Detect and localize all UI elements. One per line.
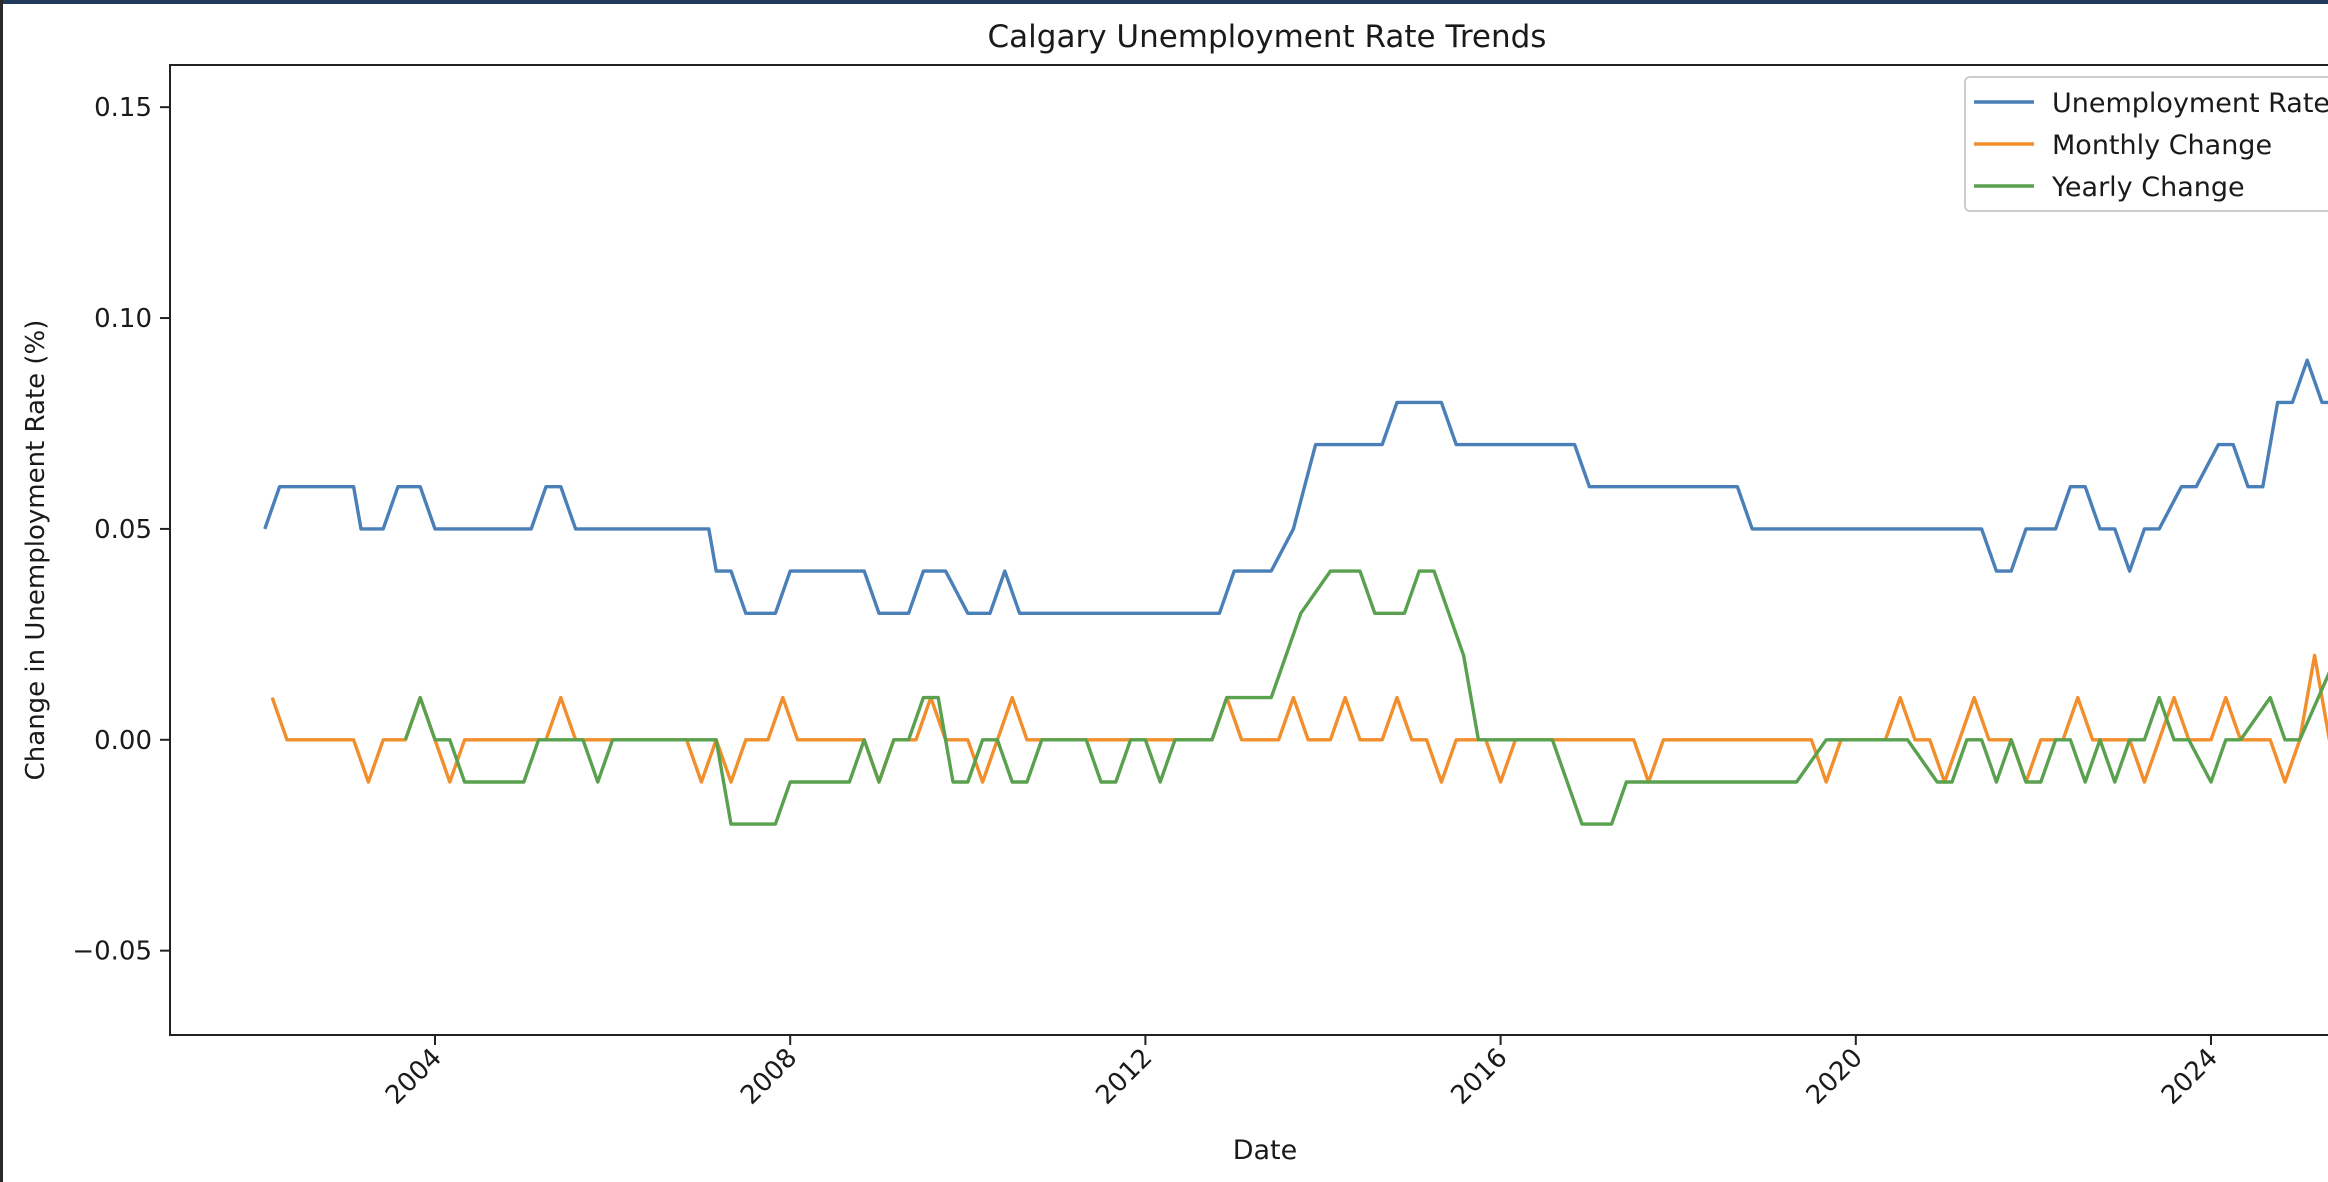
x-tick-label: 2004 [380, 1043, 448, 1111]
legend-label-monthly-change: Monthly Change [2052, 130, 2272, 161]
x-tick-label: 2016 [1446, 1043, 1514, 1111]
series-line-unemployment-rate [263, 358, 2328, 615]
x-axis-label: Date [1233, 1135, 1298, 1166]
y-axis: −0.05 0.00 0.05 0.10 0.15 [72, 93, 170, 967]
chart-title: Calgary Unemployment Rate Trends [988, 19, 1547, 55]
plot-area-frame [169, 64, 2328, 1036]
x-axis: 2004 2008 2012 2016 2020 2024 [380, 1035, 2224, 1111]
y-tick-label: 0.00 [94, 726, 152, 756]
x-tick-label: 2012 [1090, 1043, 1158, 1111]
series-line-yearly-change [403, 569, 2328, 826]
y-axis-label: Change in Unemployment Rate (%) [21, 320, 51, 781]
y-tick-label: 0.15 [94, 93, 152, 123]
y-tick-label: −0.05 [72, 937, 152, 967]
window-left-border [0, 0, 3, 1182]
legend: Unemployment Rate Monthly Change Yearly … [1964, 76, 2328, 212]
window-top-border [0, 0, 2328, 4]
y-tick-label: 0.10 [94, 304, 152, 334]
x-tick-label: 2020 [1801, 1043, 1869, 1111]
x-tick-label: 2008 [735, 1043, 803, 1111]
legend-label-unemployment-rate: Unemployment Rate [2052, 88, 2328, 119]
y-tick-label: 0.05 [94, 515, 152, 545]
series-line-monthly-change [270, 653, 2328, 784]
x-tick-label: 2024 [2156, 1043, 2224, 1111]
legend-box [1964, 76, 2328, 212]
series-layer [263, 358, 2328, 826]
legend-label-yearly-change: Yearly Change [2051, 172, 2245, 203]
